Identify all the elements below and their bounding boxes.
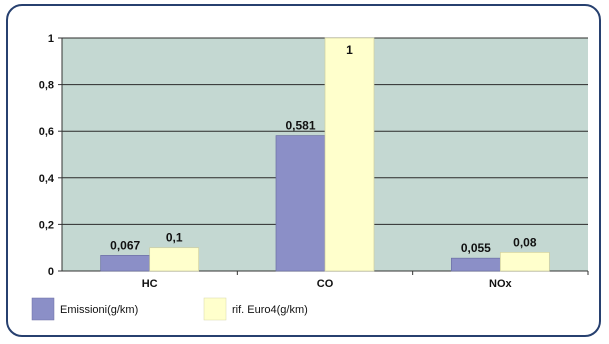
legend: Emissioni(g/km) rif. Euro4(g/km)	[31, 297, 308, 321]
y-tick-label: 0,4	[39, 173, 55, 185]
data-label: 0,08	[513, 235, 537, 249]
legend-swatch-euro4	[203, 297, 227, 321]
data-label: 0,067	[110, 238, 140, 252]
bar-hc-euro4	[149, 247, 200, 272]
bar-co-euro4	[324, 37, 375, 272]
bar-nox-emissioni	[450, 257, 501, 272]
category-label: CO	[317, 278, 334, 290]
y-tick-label: 0,8	[39, 80, 54, 92]
legend-label-euro4: rif. Euro4(g/km)	[232, 304, 308, 316]
legend-label-emissioni: Emissioni(g/km)	[60, 304, 138, 316]
y-tick-labels: 0 0,2 0,4 0,6 0,8 1	[39, 33, 62, 278]
y-tick-label: 0,2	[39, 219, 54, 231]
data-label: 0,055	[461, 241, 491, 255]
bar-hc-emissioni	[100, 255, 151, 272]
legend-swatch-emissioni	[31, 297, 55, 321]
y-tick-label: 0,6	[39, 126, 54, 138]
bars	[100, 37, 550, 272]
data-label: 1	[346, 43, 353, 57]
category-label: HC	[142, 278, 158, 290]
data-label: 0,1	[166, 231, 183, 245]
y-tick-label: 0	[48, 266, 54, 278]
data-label: 0,581	[285, 119, 315, 133]
category-labels: HC CO NOx	[142, 271, 589, 290]
category-label: NOx	[489, 278, 513, 290]
bar-nox-euro4	[499, 252, 550, 272]
bar-co-emissioni	[275, 135, 326, 272]
y-tick-label: 1	[48, 33, 54, 45]
data-labels: 0,067 0,1 0,581 1 0,055 0,08	[110, 43, 537, 255]
